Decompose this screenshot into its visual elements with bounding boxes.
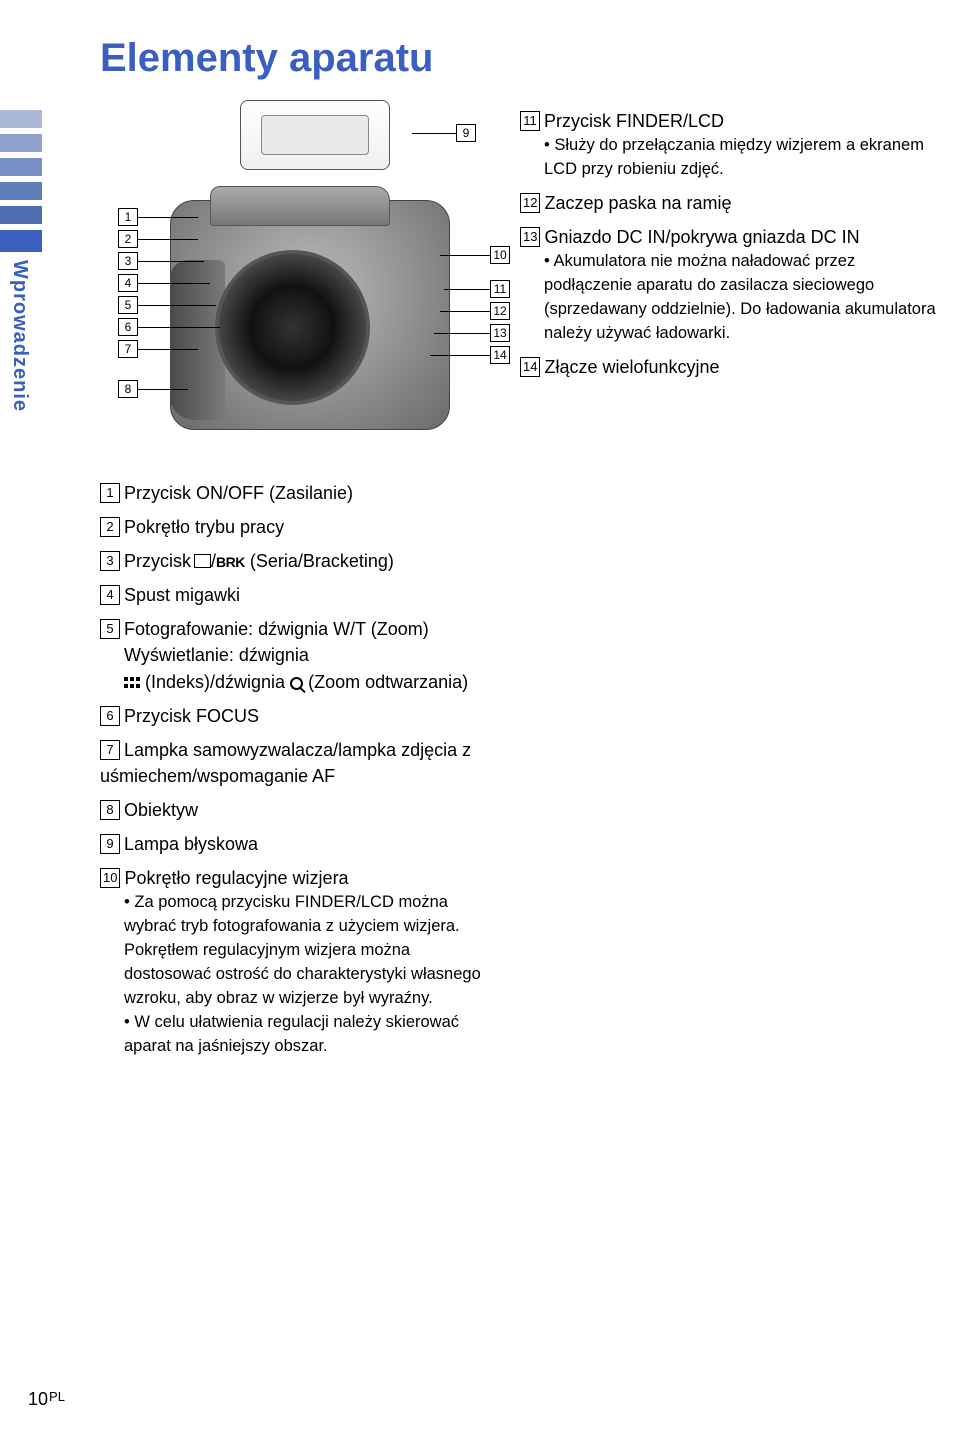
legend-item-14: 14Złącze wielofunkcyjne <box>520 354 940 380</box>
legend-item-1: 1Przycisk ON/OFF (Zasilanie) <box>100 480 500 506</box>
legend-text: Gniazdo DC IN/pokrywa gniazda DC IN <box>544 227 859 247</box>
callout-11: 11 <box>444 280 510 298</box>
legend-item-9: 9Lampa błyskowa <box>100 831 500 857</box>
legend-text: Zaczep paska na ramię <box>544 193 731 213</box>
callout-3: 3 <box>118 252 204 270</box>
legend-text: Obiektyw <box>124 800 198 820</box>
legend-sub-bullet: Akumulatora nie można naładować przez po… <box>544 250 940 346</box>
legend-subline: (Indeks)/dźwignia (Zoom odtwarzania) <box>124 669 500 695</box>
burst-icon <box>196 556 211 568</box>
callout-6: 6 <box>118 318 220 336</box>
legend-item-6: 6Przycisk FOCUS <box>100 703 500 729</box>
camera-top-view <box>240 100 390 170</box>
legend-item-8: 8Obiektyw <box>100 797 500 823</box>
callout-12: 12 <box>440 302 510 320</box>
legend-text: Fotografowanie: dźwignia W/T (Zoom) <box>124 619 429 639</box>
legend-item-5: 5Fotografowanie: dźwignia W/T (Zoom) Wyś… <box>100 616 500 694</box>
callout-14: 14 <box>430 346 510 364</box>
callout-7: 7 <box>118 340 198 358</box>
legend-sub-bullet: Służy do przełączania między wizjerem a … <box>544 134 940 182</box>
callout-4: 4 <box>118 274 210 292</box>
callout-10: 10 <box>440 246 510 264</box>
tab-stripe <box>0 206 42 224</box>
tab-stripe <box>0 158 42 176</box>
page-region: PL <box>49 1389 65 1404</box>
legend-item-11: 11Przycisk FINDER/LCD Służy do przełącza… <box>520 108 940 182</box>
camera-lens <box>215 250 370 405</box>
right-legend-list: 11Przycisk FINDER/LCD Służy do przełącza… <box>520 108 940 388</box>
callout-5: 5 <box>118 296 216 314</box>
callout-13: 13 <box>434 324 510 342</box>
legend-item-3: 3Przycisk /BRK (Seria/Bracketing) <box>100 548 500 574</box>
legend-text: Spust migawki <box>124 585 240 605</box>
legend-text-suffix: (Seria/Bracketing) <box>245 551 394 571</box>
legend-text: Pokrętło trybu pracy <box>124 517 284 537</box>
legend-sub-bullet: W celu ułatwienia regulacji należy skier… <box>124 1011 500 1059</box>
legend-text: Przycisk FOCUS <box>124 706 259 726</box>
legend-text: Pokrętło regulacyjne wizjera <box>124 868 348 888</box>
callout-9: 9 <box>412 124 476 142</box>
legend-text: Lampka samowyzwalacza/lampka zdjęcia z u… <box>100 740 471 786</box>
legend-text: Przycisk ON/OFF (Zasilanie) <box>124 483 353 503</box>
page-number: 10PL <box>28 1389 65 1410</box>
callout-1: 1 <box>118 208 198 226</box>
left-legend-list: 1Przycisk ON/OFF (Zasilanie) 2Pokrętło t… <box>100 480 500 1067</box>
callout-2: 2 <box>118 230 198 248</box>
page-number-value: 10 <box>28 1389 48 1409</box>
side-tab <box>0 110 60 258</box>
legend-item-7: 7Lampka samowyzwalacza/lampka zdjęcia z … <box>100 737 500 789</box>
legend-item-10: 10Pokrętło regulacyjne wizjera Za pomocą… <box>100 865 500 1059</box>
side-tab-label: Wprowadzenie <box>8 260 31 412</box>
legend-text: Przycisk FINDER/LCD <box>544 111 724 131</box>
legend-sub-bullet: Za pomocą przycisku FINDER/LCD można wyb… <box>124 891 500 1011</box>
tab-stripe <box>0 110 42 128</box>
page-title: Elementy aparatu <box>100 36 433 81</box>
legend-item-12: 12Zaczep paska na ramię <box>520 190 940 216</box>
index-icon <box>124 677 140 689</box>
tab-stripe <box>0 134 42 152</box>
legend-item-4: 4Spust migawki <box>100 582 500 608</box>
legend-text: Lampa błyskowa <box>124 834 258 854</box>
legend-item-2: 2Pokrętło trybu pracy <box>100 514 500 540</box>
camera-top-housing <box>210 186 390 226</box>
legend-subline: Wyświetlanie: dźwignia <box>124 642 500 668</box>
callout-8: 8 <box>118 380 188 398</box>
camera-front-view: 1 2 3 4 5 6 7 8 10 11 12 13 14 <box>100 180 510 470</box>
brk-label: BRK <box>216 554 245 570</box>
tab-stripe <box>0 182 42 200</box>
legend-text-prefix: Przycisk <box>124 551 196 571</box>
camera-diagrams: 9 1 2 3 4 5 6 7 8 10 11 12 13 14 <box>100 100 530 470</box>
callout-box: 9 <box>456 124 476 142</box>
magnifier-icon <box>290 677 303 690</box>
legend-item-13: 13Gniazdo DC IN/pokrywa gniazda DC IN Ak… <box>520 224 940 346</box>
legend-text: Złącze wielofunkcyjne <box>544 357 719 377</box>
tab-stripe <box>0 230 42 252</box>
